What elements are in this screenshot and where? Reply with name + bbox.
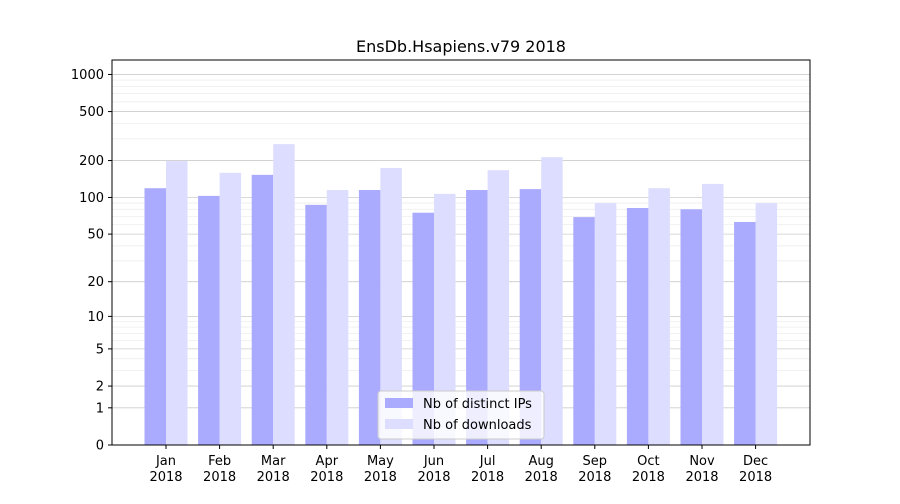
bar-downloads [648, 188, 670, 445]
x-tick-label-month: Oct [637, 454, 659, 469]
y-tick-label: 50 [87, 228, 104, 243]
bar-distinct-ips [680, 209, 702, 445]
bar-distinct-ips [358, 190, 381, 445]
x-tick-label-month: Feb [208, 454, 231, 469]
bar-distinct-ips [519, 189, 542, 445]
y-tick-label: 100 [79, 191, 104, 206]
x-tick-label-year: 2018 [632, 470, 665, 485]
x-tick-label-year: 2018 [203, 470, 236, 485]
bar-downloads [541, 157, 563, 445]
bar-downloads [755, 203, 778, 445]
x-tick-label-month: Jan [155, 454, 176, 469]
bar-distinct-ips [251, 174, 274, 445]
x-tick-label-year: 2018 [578, 470, 611, 485]
plot-frame [111, 59, 811, 446]
y-tick-label: 500 [79, 105, 104, 120]
legend-swatch [385, 398, 413, 408]
legend-box [377, 390, 545, 440]
bar-downloads [326, 190, 349, 445]
bar-distinct-ips [573, 217, 595, 445]
chart-title: EnsDb.Hsapiens.v79 2018 [356, 37, 566, 56]
bar-downloads [219, 172, 242, 445]
x-tick-label-month: Apr [316, 454, 339, 469]
bar-distinct-ips [198, 195, 220, 445]
bar-distinct-ips [466, 190, 488, 445]
x-tick-label-year: 2018 [149, 470, 182, 485]
bar-distinct-ips [305, 204, 327, 445]
bar-distinct-ips [144, 188, 166, 445]
bar-downloads [702, 183, 724, 446]
legend-label: Nb of downloads [423, 418, 532, 433]
legend-label: Nb of distinct IPs [423, 397, 532, 412]
x-tick-label-month: Sep [583, 454, 608, 469]
y-tick-label: 2 [96, 380, 104, 395]
x-tick-label-year: 2018 [364, 470, 397, 485]
x-tick-label-year: 2018 [417, 470, 450, 485]
x-tick-label-year: 2018 [257, 470, 290, 485]
x-tick-label-year: 2018 [471, 470, 504, 485]
y-tick-label: 20 [87, 275, 104, 290]
y-tick-label: 0 [96, 439, 104, 454]
x-tick-label-month: Jul [479, 454, 496, 469]
bar-distinct-ips [626, 207, 649, 445]
y-tick-label: 1000 [71, 68, 104, 83]
x-tick-label-year: 2018 [685, 470, 718, 485]
bar-downloads [273, 144, 295, 445]
bar-downloads [166, 161, 188, 445]
bar-downloads [487, 170, 510, 445]
x-tick-label-month: Mar [261, 454, 286, 469]
x-tick-label-year: 2018 [310, 470, 343, 485]
bar-distinct-ips [734, 221, 756, 445]
y-tick-label: 200 [79, 154, 104, 169]
x-tick-label-month: Dec [743, 454, 768, 469]
bar-distinct-ips [412, 212, 434, 445]
legend-swatch [385, 419, 413, 429]
bar-downloads [594, 203, 617, 445]
y-tick-label: 1 [96, 401, 104, 416]
x-tick-label-month: Nov [689, 454, 715, 469]
x-tick-label-year: 2018 [525, 470, 558, 485]
x-tick-label-month: Aug [529, 454, 554, 469]
y-tick-label: 5 [96, 342, 104, 357]
x-tick-label-year: 2018 [739, 470, 772, 485]
x-tick-label-month: Jun [423, 454, 444, 469]
bar-downloads [434, 193, 456, 445]
bar-downloads [380, 167, 402, 445]
y-tick-label: 10 [87, 310, 104, 325]
x-tick-label-month: May [367, 454, 394, 469]
